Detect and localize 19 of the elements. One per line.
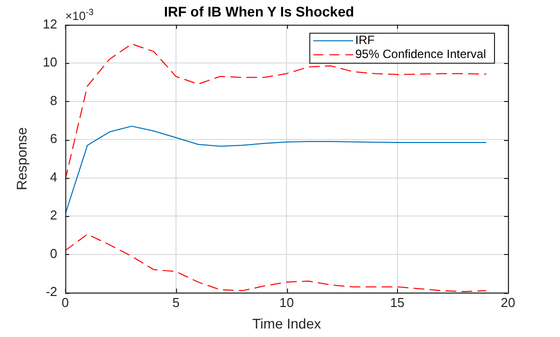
line-series [65,234,486,292]
legend-label: IRF [355,33,375,48]
y-tick-label: 10 [42,54,58,70]
x-tick-label: 0 [62,294,69,310]
y-axis-title: Response [13,126,30,190]
x-tick-label: 20 [500,294,516,310]
y-tick-label: 8 [50,92,58,108]
y-tick-label: 4 [50,169,58,184]
legend-label: 95% Confidence Interval [355,47,486,62]
y-tick-label: 12 [42,16,58,32]
y-tick-label: 0 [50,246,58,261]
y-tick-label: 6 [50,131,58,146]
chart-title: IRF of IB When Y Is Shocked [164,3,354,20]
x-tick-label: 15 [390,294,405,310]
x-tick-label: 5 [172,294,180,310]
x-axis-title: Time Index [252,315,321,332]
y-tick-label: -2 [46,284,58,300]
y-tick-label: 2 [50,208,58,223]
x-tick-label: 10 [279,294,294,310]
